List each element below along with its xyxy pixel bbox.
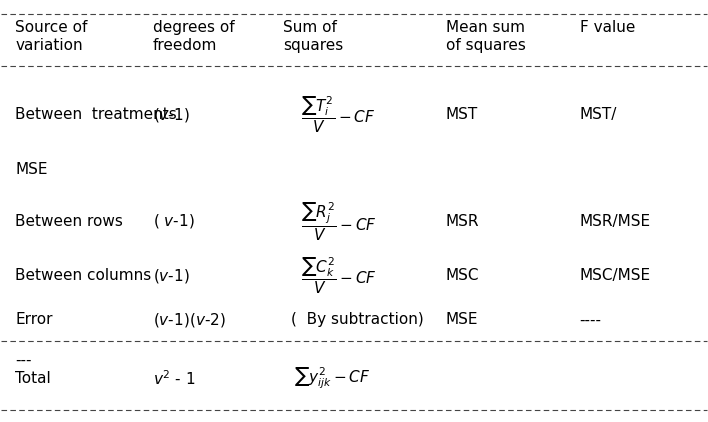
- Text: ($v$-1): ($v$-1): [153, 267, 190, 285]
- Text: MST: MST: [445, 107, 478, 122]
- Text: MST/: MST/: [580, 107, 617, 122]
- Text: F value: F value: [580, 20, 635, 35]
- Text: ($v$-1): ($v$-1): [153, 106, 190, 124]
- Text: Between columns: Between columns: [16, 268, 152, 284]
- Text: ----: ----: [580, 313, 602, 327]
- Text: Between rows: Between rows: [16, 214, 123, 229]
- Text: Error: Error: [16, 313, 53, 327]
- Text: Sum of
squares: Sum of squares: [283, 20, 343, 53]
- Text: ( $v$-1): ( $v$-1): [153, 213, 195, 230]
- Text: $v^2$ - 1: $v^2$ - 1: [153, 369, 195, 388]
- Text: (  By subtraction): ( By subtraction): [290, 313, 423, 327]
- Text: $\sum y_{ijk}^2 - CF$: $\sum y_{ijk}^2 - CF$: [294, 366, 370, 391]
- Text: MSC: MSC: [445, 268, 479, 284]
- Text: Source of
variation: Source of variation: [16, 20, 88, 53]
- Text: Total: Total: [16, 371, 51, 386]
- Text: Mean sum
of squares: Mean sum of squares: [445, 20, 525, 53]
- Text: $\dfrac{\sum C_k^2}{V} - CF$: $\dfrac{\sum C_k^2}{V} - CF$: [301, 256, 377, 296]
- Text: MSE: MSE: [445, 313, 478, 327]
- Text: MSR: MSR: [445, 214, 479, 229]
- Text: $\dfrac{\sum T_i^2}{V} - CF$: $\dfrac{\sum T_i^2}{V} - CF$: [301, 95, 375, 135]
- Text: MSC/MSE: MSC/MSE: [580, 268, 651, 284]
- Text: degrees of
freedom: degrees of freedom: [153, 20, 234, 53]
- Text: $\dfrac{\sum R_j^2}{V} - CF$: $\dfrac{\sum R_j^2}{V} - CF$: [301, 200, 377, 243]
- Text: Between  treatments: Between treatments: [16, 107, 177, 122]
- Text: ($v$-1)($v$-2): ($v$-1)($v$-2): [153, 311, 226, 329]
- Text: MSE: MSE: [16, 162, 48, 176]
- Text: MSR/MSE: MSR/MSE: [580, 214, 651, 229]
- Text: ---: ---: [16, 352, 32, 367]
